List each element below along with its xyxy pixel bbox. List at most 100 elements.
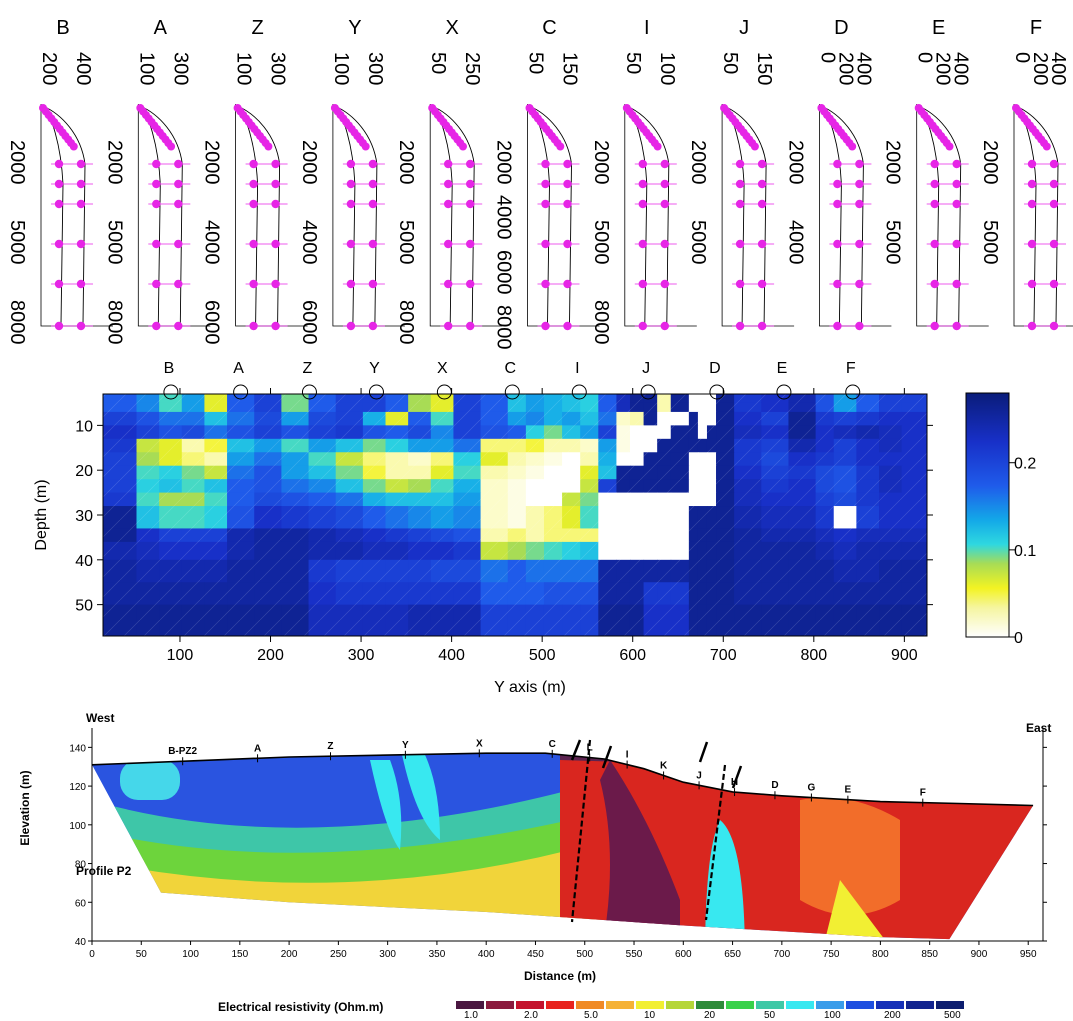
data-point [249,179,258,189]
legend-tick-label: 1.0 [464,1010,478,1021]
panel-frame [40,104,113,327]
data-point [1027,239,1037,249]
east-label: East [1026,721,1051,735]
data-point [930,199,939,209]
x-tick-label: 700 [710,647,737,664]
data-point [368,321,378,331]
surface-marker-label: Z [327,741,333,752]
data-point [361,142,370,151]
x-tick-label: 300 [267,52,289,85]
data-point [346,199,356,209]
surface-marker-label: Y [402,740,409,751]
x-tick-label: 400 [950,52,972,85]
data-point [444,199,453,209]
x-tick-label: 800 [800,647,827,664]
data-point [638,279,647,289]
x-tick-label: 200 [834,52,856,85]
data-point [1049,321,1059,331]
y-tick-label: 6000 [201,300,223,345]
x-tick-label: 100 [233,52,255,85]
data-point [833,159,842,169]
data-point [1049,199,1059,209]
x-tick-label: 100 [656,52,678,85]
resistivity-zone-green [92,820,570,883]
data-point [833,279,842,289]
well-marker-circle [233,384,249,400]
data-point [563,321,572,331]
y-tick-label: 6000 [298,300,320,345]
ground-surface-line [91,752,1034,807]
data-point [833,321,842,331]
data-point [346,159,356,169]
y-tick-label: 2000 [6,140,28,185]
x-tick-label: 150 [231,949,248,960]
model-curve [431,105,453,325]
heatmap-x-axis-label: Y axis (m) [494,679,566,696]
resistivity-profile-chart: 0 50 100 150 200 250 300 350 400 450 500 550 600 650 7… [18,711,1051,1021]
profile-title: Profile P2 [76,864,132,878]
data-point [660,321,669,331]
data-point [930,179,939,189]
data-point [855,159,864,169]
data-point [249,199,258,209]
legend-swatch [456,1001,484,1009]
x-tick-label: 200 [281,949,298,960]
data-point [930,321,939,331]
y-tick-label: 5000 [687,220,709,265]
surface-marker-label: E [845,785,852,796]
colorbar-tick-label: 0.2 [1014,456,1036,473]
x-tick-label: 600 [619,647,646,664]
well-panel-a: A 100 300 2000 5000 8000 [103,17,211,345]
y-tick-label: 8000 [493,305,515,350]
data-point [54,179,64,189]
data-point [855,279,864,289]
west-label: West [86,711,114,725]
data-point [660,279,669,289]
data-point [833,179,842,189]
data-point [368,239,378,249]
x-tick-label: 800 [872,949,889,960]
data-point [346,321,356,331]
y-tick-label: 4000 [784,220,806,265]
y-tick-label: 2000 [201,140,223,185]
x-tick-label: 200 [257,647,284,664]
heatmap-y-axis-label: Depth (m) [33,479,50,550]
well-panel-b: B 200 400 2000 5000 8000 [6,17,113,345]
model-curve [918,105,940,325]
data-point [541,279,550,289]
y-tick-label: 2000 [687,140,709,185]
legend-swatch [546,1001,574,1009]
data-point [952,159,961,169]
legend-swatch [936,1001,964,1009]
data-point [54,159,64,169]
y-tick-label: 8000 [6,300,28,345]
colorbar: 0 0.1 0.2 [965,392,1036,647]
well-marker-circle [640,384,656,400]
data-point [757,321,767,331]
data-point [735,279,745,289]
well-label: C [542,17,556,39]
fault-line [570,739,592,923]
panel-frame [916,104,989,327]
data-point [735,179,745,189]
well-marker-circle [301,384,317,400]
data-point [271,199,280,209]
data-point [735,199,745,209]
data-point [76,159,86,169]
x-tick-label: 400 [852,52,874,85]
well-marker-label: I [575,360,579,377]
legend-swatch [726,1001,754,1009]
y-tick-label: 2000 [590,140,612,185]
well-panel-i: I50 100 2000 5000 8000 [590,17,697,345]
data-point [76,239,86,249]
data-point [1027,321,1037,331]
resistivity-zone-purple [600,760,680,940]
data-point [945,142,954,151]
profile-y-axis-label: Elevation (m) [18,770,32,845]
data-point [174,321,183,331]
surface-marker-label: F [920,788,926,799]
data-point [1042,142,1051,151]
x-tick-label: 500 [529,647,556,664]
well-marker-circle [709,384,725,400]
data-point [757,199,767,209]
